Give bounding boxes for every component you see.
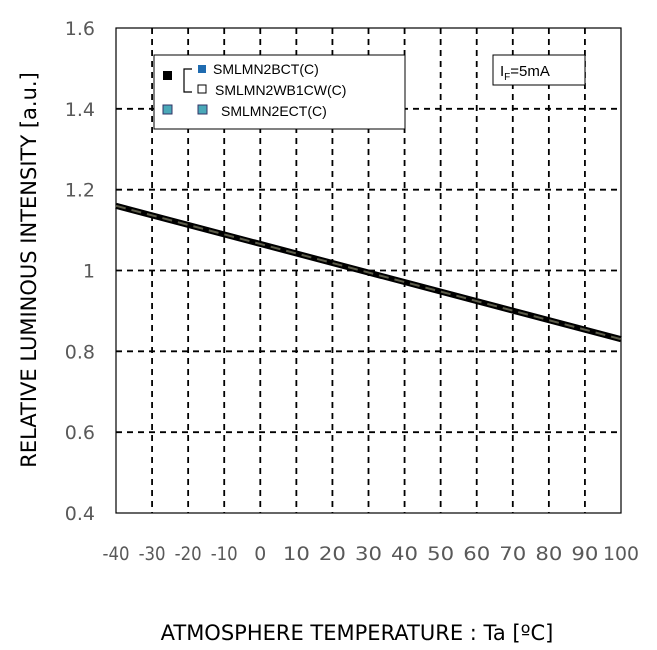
y-tick-label: 1.2: [65, 180, 95, 202]
series-lines: [115, 202, 622, 343]
x-tick-label: 100: [603, 543, 639, 565]
legend-label-series-3: SMLMN2ECT(C): [221, 103, 327, 119]
x-tick-label: 60: [463, 543, 490, 565]
y-tick-label: 1.6: [65, 18, 95, 40]
x-tick-label: 90: [571, 543, 598, 565]
x-tick-label: 80: [535, 543, 562, 565]
x-axis-title: ATMOSPHERE TEMPERATURE : Ta [ºC]: [161, 621, 554, 645]
y-tick-label: 1.4: [65, 99, 95, 121]
x-tick-label: -20: [175, 543, 202, 565]
y-tick-label: 0.6: [65, 422, 95, 444]
x-tick-label: 70: [499, 543, 526, 565]
legend-line-black-sample: [163, 71, 172, 80]
legend: SMLMN2BCT(C) SMLMN2WB1CW(C) SMLMN2ECT(C): [153, 54, 406, 130]
x-tick-label: -30: [139, 543, 166, 565]
legend-label-series-2: SMLMN2WB1CW(C): [215, 82, 346, 98]
legend-marker-blue: [198, 65, 206, 73]
y-tick-label: 1: [83, 261, 95, 283]
legend-line-teal-sample: [162, 104, 173, 115]
x-tick-label: 40: [391, 543, 418, 565]
condition-label: IF=5mA: [500, 63, 550, 83]
legend-marker-white: [197, 84, 207, 94]
x-tick-label: 20: [319, 543, 346, 565]
y-axis-title: RELATIVE LUMINOUS INTENSITY [a.u.]: [17, 72, 41, 468]
x-tick-label: -10: [211, 543, 238, 565]
x-tick-label: 30: [355, 543, 382, 565]
x-tick-label: 10: [283, 543, 310, 565]
x-tick-label: 0: [254, 543, 266, 565]
x-tick-labels: -40 -30 -20 -10 0 10 20 30 40 50 60 70 80 90 100: [103, 543, 640, 565]
legend-box: [153, 54, 406, 130]
legend-marker-teal: [197, 104, 208, 115]
x-tick-label: 50: [427, 543, 454, 565]
y-tick-label: 0.8: [65, 341, 95, 363]
legend-bracket: [183, 68, 192, 93]
condition-annotation: IF=5mA: [492, 54, 586, 86]
series-line-3: [115, 204, 622, 341]
legend-label-series-1: SMLMN2BCT(C): [213, 61, 319, 77]
plot-area-frame: [115, 27, 622, 514]
y-tick-label: 0.4: [65, 503, 95, 525]
x-tick-label: -40: [103, 543, 130, 565]
y-tick-labels: 0.4 0.6 0.8 1 1.2 1.4 1.6: [65, 18, 95, 525]
condition-box: [492, 54, 586, 86]
